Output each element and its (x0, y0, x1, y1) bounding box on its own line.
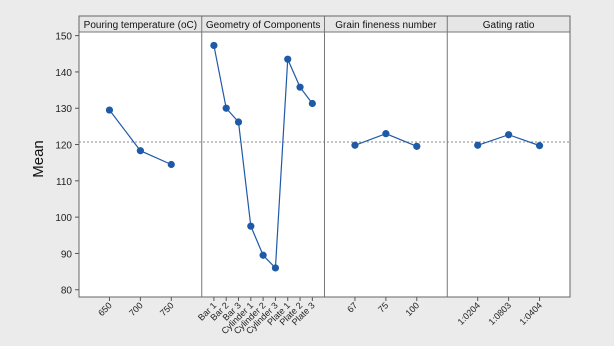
y-tick-label: 110 (56, 177, 72, 188)
data-point (413, 142, 421, 150)
panel-title: Gating ratio (483, 20, 535, 31)
data-point (105, 106, 114, 114)
panels: Pouring temperature (oC)650 700 750Geometr… (78, 15, 571, 336)
y-tick-label: 100 (55, 213, 72, 224)
data-point (222, 104, 230, 112)
y-axis-label: Mean (30, 140, 47, 178)
data-point (210, 41, 218, 50)
panel-title: Grain fineness number (335, 20, 437, 31)
data-point (259, 251, 267, 259)
data-point (308, 99, 316, 108)
y-tick-label: 140 (55, 68, 72, 79)
data-point (351, 141, 359, 149)
data-point (505, 131, 513, 139)
data-point (234, 118, 243, 126)
y-tick-label: 150 (55, 32, 72, 43)
data-point (271, 264, 280, 272)
data-point (296, 83, 304, 91)
plot-border (78, 15, 571, 298)
data-point (474, 141, 482, 149)
y-tick-label: 80 (61, 286, 73, 297)
panel-title: Geometry of Components (206, 20, 321, 31)
data-point (167, 160, 175, 169)
y-axis: 80 90 100 110 120 130 140 150 (55, 32, 79, 297)
y-tick-label: 130 (55, 104, 72, 115)
data-point (382, 130, 390, 138)
data-point (284, 55, 292, 63)
y-tick-label: 120 (55, 141, 72, 152)
data-point (247, 222, 255, 230)
y-tick-label: 90 (61, 249, 73, 260)
panel-title: Pouring temperature (oC) (84, 20, 197, 31)
data-point (535, 142, 544, 150)
data-point (136, 147, 144, 155)
